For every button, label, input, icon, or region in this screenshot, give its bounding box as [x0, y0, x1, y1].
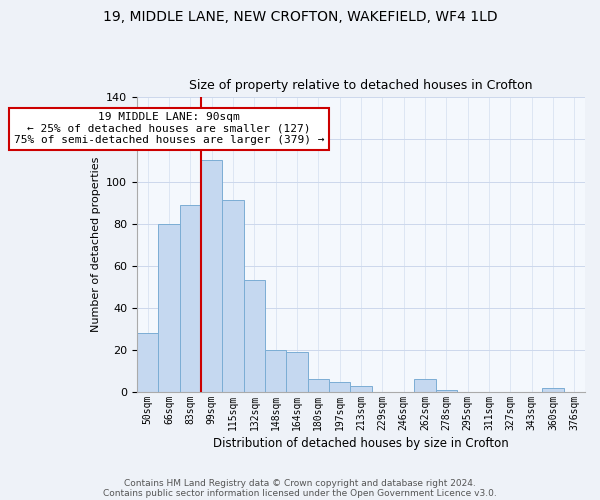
- Bar: [201, 160, 223, 392]
- Bar: [436, 390, 457, 392]
- Title: Size of property relative to detached houses in Crofton: Size of property relative to detached ho…: [189, 79, 533, 92]
- Bar: [265, 350, 286, 392]
- Bar: [329, 382, 350, 392]
- Bar: [308, 380, 329, 392]
- Text: 19, MIDDLE LANE, NEW CROFTON, WAKEFIELD, WF4 1LD: 19, MIDDLE LANE, NEW CROFTON, WAKEFIELD,…: [103, 10, 497, 24]
- Bar: [542, 388, 563, 392]
- Bar: [415, 380, 436, 392]
- Text: Contains HM Land Registry data © Crown copyright and database right 2024.: Contains HM Land Registry data © Crown c…: [124, 478, 476, 488]
- Bar: [244, 280, 265, 392]
- Bar: [179, 204, 201, 392]
- Bar: [223, 200, 244, 392]
- Bar: [350, 386, 371, 392]
- Bar: [137, 333, 158, 392]
- Text: Contains public sector information licensed under the Open Government Licence v3: Contains public sector information licen…: [103, 488, 497, 498]
- X-axis label: Distribution of detached houses by size in Crofton: Distribution of detached houses by size …: [213, 437, 509, 450]
- Bar: [158, 224, 179, 392]
- Bar: [286, 352, 308, 392]
- Y-axis label: Number of detached properties: Number of detached properties: [91, 157, 101, 332]
- Text: 19 MIDDLE LANE: 90sqm
← 25% of detached houses are smaller (127)
75% of semi-det: 19 MIDDLE LANE: 90sqm ← 25% of detached …: [14, 112, 324, 146]
